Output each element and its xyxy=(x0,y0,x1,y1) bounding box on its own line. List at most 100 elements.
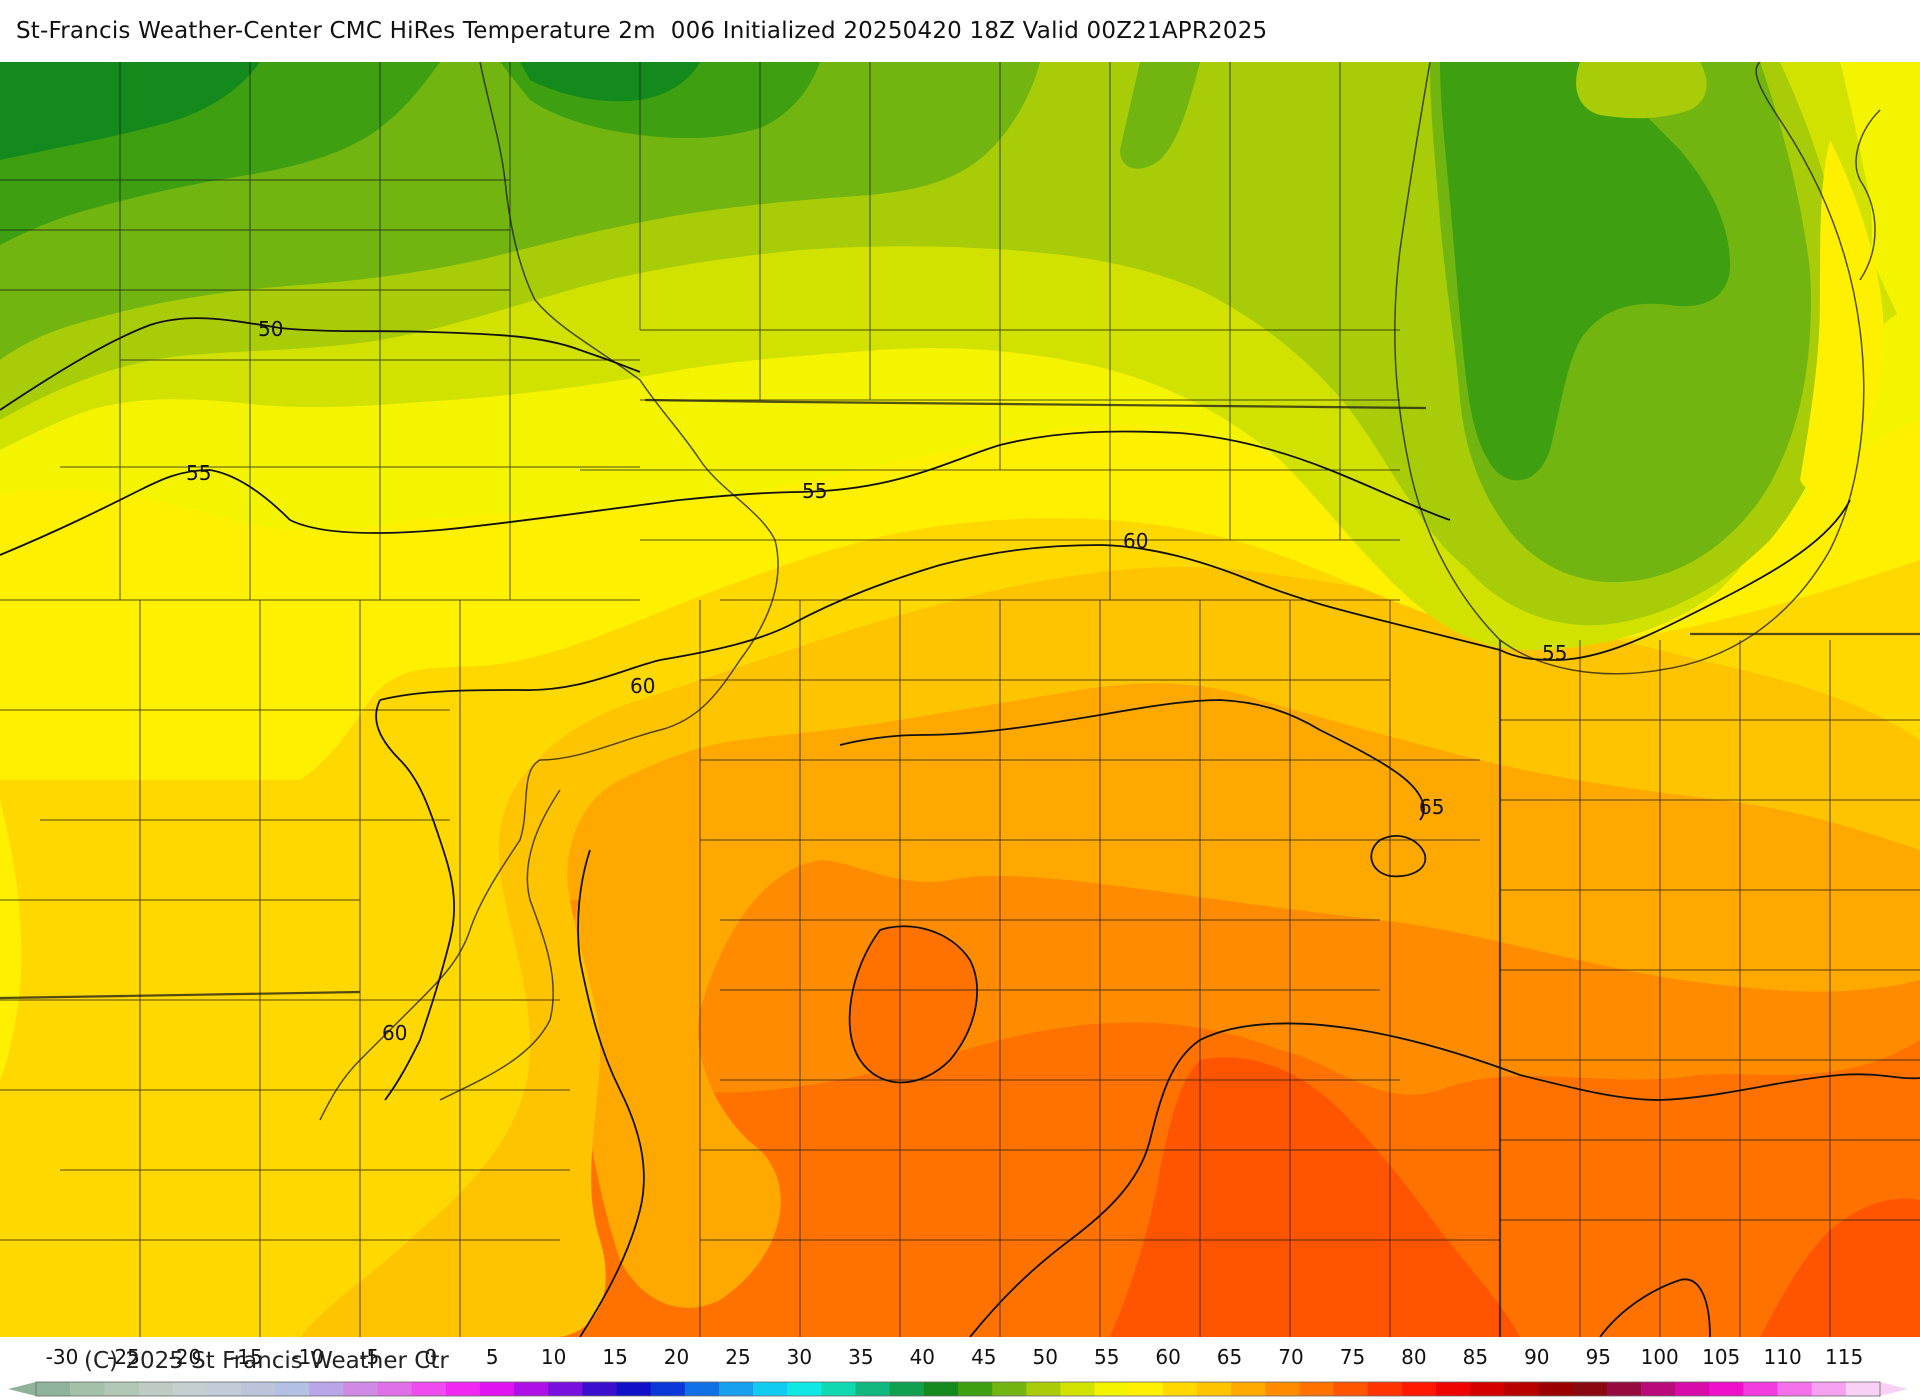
contour-label: 55 xyxy=(1542,641,1567,665)
temp-band-red-orange-se xyxy=(1760,1198,1920,1337)
colorbar-tick-label: 10 xyxy=(541,1345,566,1369)
colorbar-cell xyxy=(1162,1382,1198,1396)
colorbar-cell xyxy=(1504,1382,1540,1396)
colorbar-max-arrow xyxy=(1880,1382,1908,1396)
isotherm-70-se xyxy=(1599,1278,1711,1337)
colorbar-tick-label: 60 xyxy=(1155,1345,1180,1369)
colorbar-cell xyxy=(36,1382,71,1396)
colorbar-cells xyxy=(8,1381,1908,1397)
colorbar-cell xyxy=(1197,1382,1232,1396)
temp-band-upper-right-stripe xyxy=(1800,140,1884,491)
colorbar-tick-label: 90 xyxy=(1524,1345,1549,1369)
isotherm-65-south xyxy=(577,849,645,1337)
colorbar-cell xyxy=(309,1382,344,1396)
colorbar-tick-label: 55 xyxy=(1094,1345,1119,1369)
colorbar-cell xyxy=(1128,1382,1164,1396)
contour-label: 60 xyxy=(630,674,655,698)
colorbar-tick-label: 75 xyxy=(1340,1345,1365,1369)
temperature-map: 50 55 55 55 60 60 60 65 xyxy=(0,62,1920,1337)
copyright-text: (C) 2025 St Francis Weather Ctr xyxy=(84,1348,449,1374)
colorbar-cell xyxy=(206,1382,242,1396)
temp-band-green-deep xyxy=(0,62,260,160)
boundary-lines xyxy=(0,62,1920,1337)
lake-michigan-shoreline xyxy=(1394,62,1865,675)
river-loop xyxy=(439,789,561,1101)
contour-label: 55 xyxy=(186,461,211,485)
colorbar-tick-label: 65 xyxy=(1217,1345,1242,1369)
colorbar-cell xyxy=(70,1382,105,1396)
colorbar-tick-label: -5 xyxy=(359,1345,379,1369)
temp-band-red-orange-center xyxy=(849,926,978,1083)
colorbar-tick-label: 0 xyxy=(424,1345,437,1369)
colorbar-cell xyxy=(958,1382,993,1396)
isotherm-55-west xyxy=(0,430,1451,556)
contour-label: 60 xyxy=(1123,529,1148,553)
colorbar-cell xyxy=(1333,1382,1369,1396)
colorbar-cell xyxy=(1436,1382,1471,1396)
colorbar-tick-label: 95 xyxy=(1586,1345,1611,1369)
temp-band-green-right xyxy=(1120,62,1200,169)
temp-band-left-edge xyxy=(0,800,22,1080)
colorbar-cell xyxy=(1640,1382,1676,1396)
mississippi-river xyxy=(319,62,779,1121)
colorbar-cell xyxy=(1299,1382,1335,1396)
colorbar-cell xyxy=(1811,1382,1847,1396)
colorbar-cell xyxy=(821,1382,857,1396)
colorbar-cell xyxy=(138,1382,174,1396)
colorbar-cell xyxy=(1572,1382,1608,1396)
colorbar-cell xyxy=(1367,1382,1403,1396)
county-grid xyxy=(0,62,1920,1337)
isotherm-70-loop xyxy=(848,925,978,1084)
colorbar-cell xyxy=(753,1382,788,1396)
colorbar-tick-label: 110 xyxy=(1764,1345,1802,1369)
colorbar-cell xyxy=(1709,1382,1744,1396)
contour-label: 55 xyxy=(802,479,827,503)
contour-label: 65 xyxy=(1419,795,1444,819)
colorbar-tick-label: 5 xyxy=(486,1345,499,1369)
lake-band-green-dark xyxy=(1440,62,1730,481)
colorbar-cell xyxy=(582,1382,618,1396)
isotherm-60-center xyxy=(379,499,1851,701)
colorbar-tick-label: -25 xyxy=(107,1345,140,1369)
colorbar-cell xyxy=(1538,1382,1574,1396)
isotherms xyxy=(0,317,1920,1337)
colorbar-tick-label: 85 xyxy=(1463,1345,1488,1369)
colorbar-cell xyxy=(1094,1382,1130,1396)
map-title: St-Francis Weather-Center CMC HiRes Temp… xyxy=(16,18,1268,44)
isotherm-65-small-loop xyxy=(1370,835,1427,878)
colorbar-cell xyxy=(172,1382,208,1396)
lake-michigan-east-shore xyxy=(1855,109,1881,281)
isotherm-70-south xyxy=(969,1022,1920,1337)
colorbar-tick-label: 40 xyxy=(910,1345,935,1369)
colorbar-cell xyxy=(992,1382,1027,1396)
colorbar-cell xyxy=(787,1382,822,1396)
colorbar-cell xyxy=(650,1382,686,1396)
colorbar: -30 -25 -20 -15 -10 -5 0 5 10 15 20 25 30 35 40 45 50 55 6… xyxy=(8,1345,1908,1397)
contour-label: 50 xyxy=(258,317,283,341)
isotherm-50 xyxy=(0,317,641,411)
colorbar-tick-label: -10 xyxy=(291,1345,324,1369)
isotherm-65 xyxy=(839,699,1425,821)
colorbar-cell xyxy=(445,1382,481,1396)
colorbar-tick-label: 30 xyxy=(787,1345,812,1369)
colorbar-cell xyxy=(104,1382,139,1396)
colorbar-cell xyxy=(718,1382,754,1396)
colorbar-tick-label: 35 xyxy=(848,1345,873,1369)
colorbar-cell xyxy=(1231,1382,1266,1396)
contour-label: 60 xyxy=(382,1021,407,1045)
colorbar-tick-label: -30 xyxy=(46,1345,79,1369)
colorbar-cell xyxy=(411,1382,447,1396)
colorbar-cell xyxy=(1845,1382,1881,1396)
colorbar-outline xyxy=(35,1381,1881,1397)
colorbar-cell xyxy=(1675,1382,1710,1396)
colorbar-cell xyxy=(684,1382,720,1396)
colorbar-cell xyxy=(240,1382,276,1396)
colorbar-tick-label: 80 xyxy=(1401,1345,1426,1369)
colorbar-cell xyxy=(275,1382,310,1396)
colorbar-tick-label: -20 xyxy=(169,1345,202,1369)
colorbar-cell xyxy=(1470,1382,1505,1396)
colorbar-cell xyxy=(1401,1382,1437,1396)
temp-band-green-top-center xyxy=(520,62,700,102)
temp-band-red-orange-south xyxy=(1110,1057,1520,1337)
colorbar-tick-label: 15 xyxy=(602,1345,627,1369)
